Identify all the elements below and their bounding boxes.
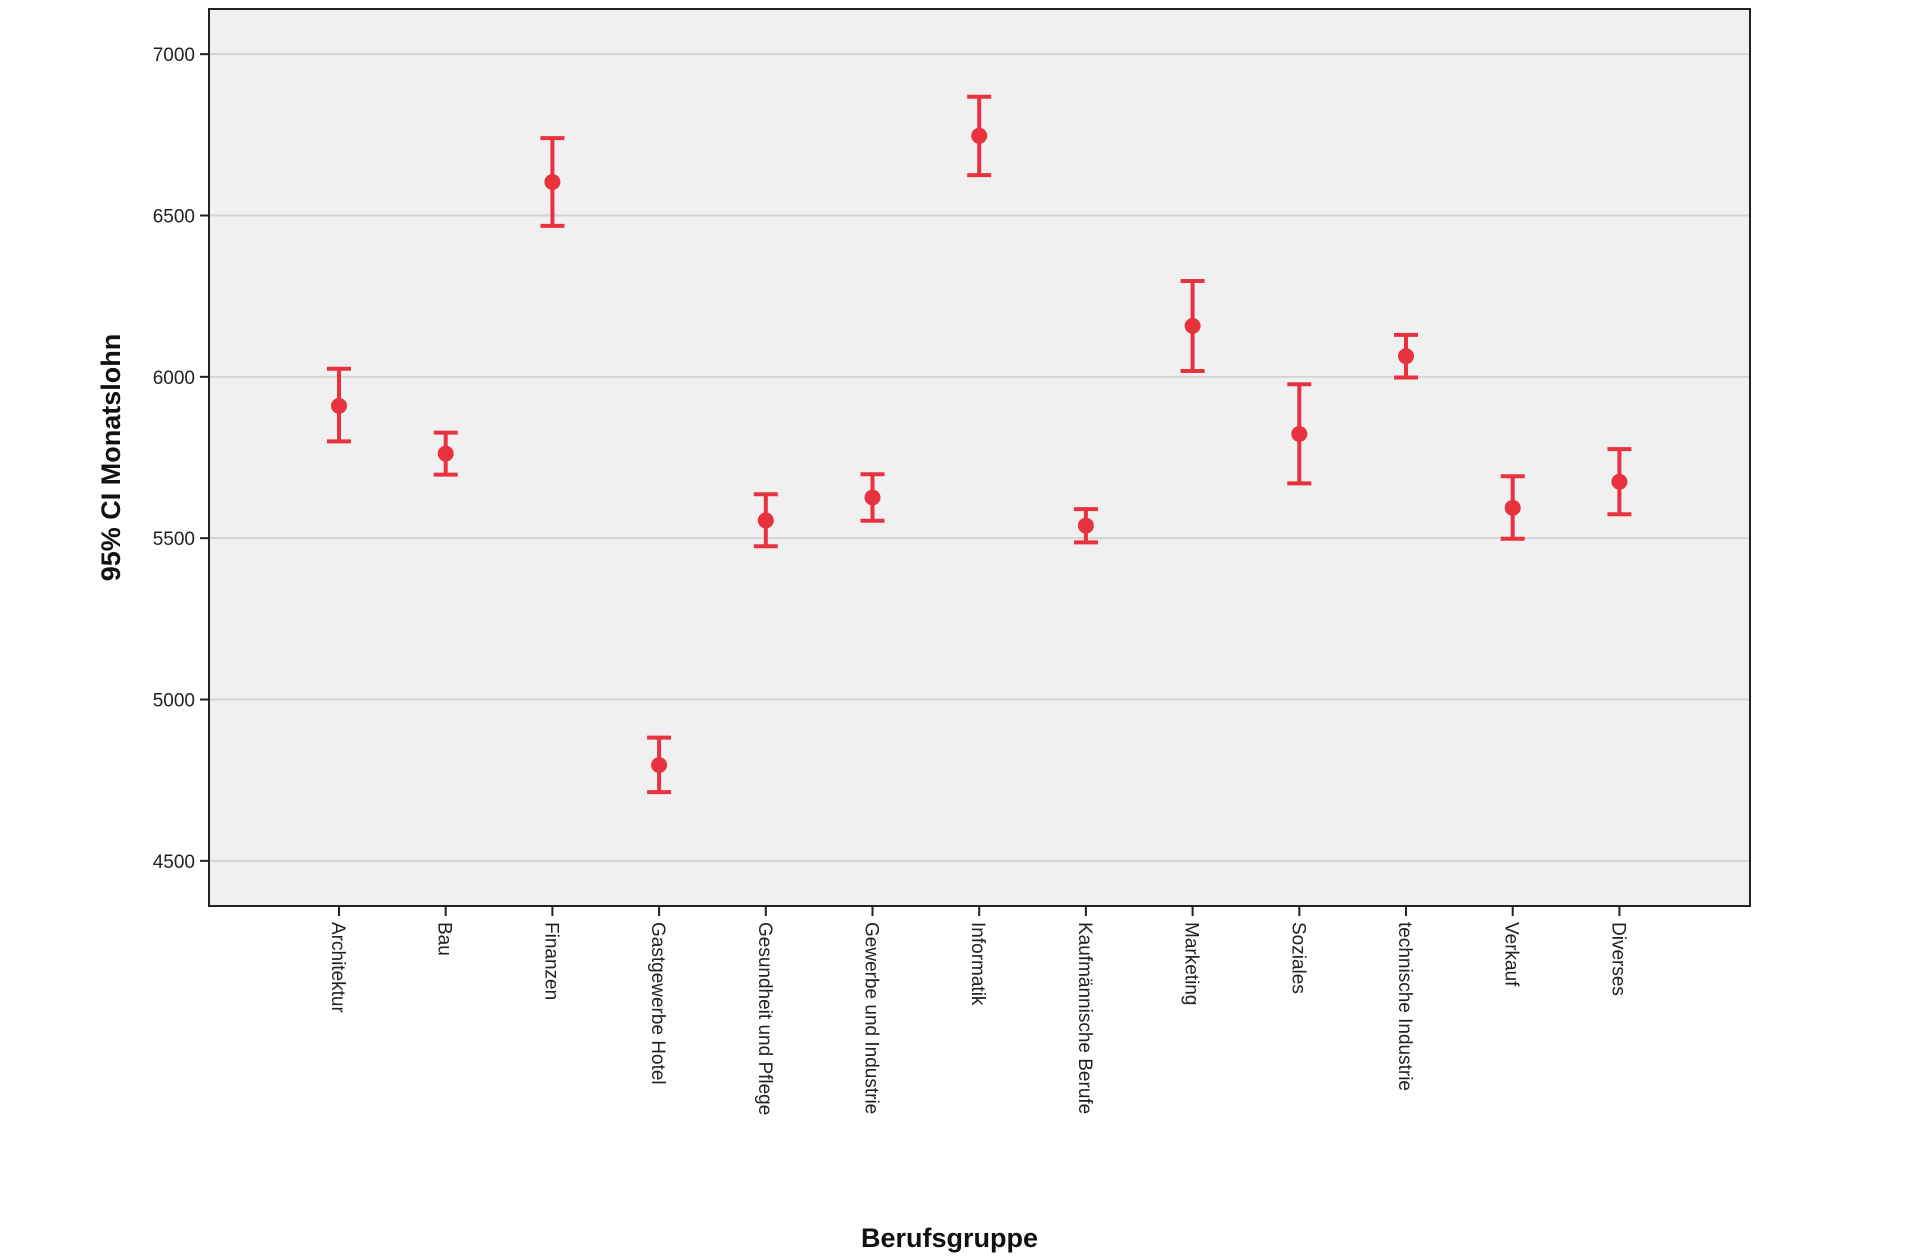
error-bar — [1180, 279, 1205, 374]
x-tick-label: Gastgewerbe Hotel — [647, 922, 668, 1085]
error-bar — [753, 492, 778, 549]
mean-point — [864, 489, 881, 506]
gridlines — [209, 53, 1750, 862]
y-axis-title: 95% CI Monatslohn — [96, 334, 126, 582]
y-tick-label: 5000 — [153, 690, 195, 711]
y-axis-ticks: 4500 5000 5500 6000 6500 7000 — [153, 45, 209, 873]
x-tick-label: Informatik — [967, 922, 988, 1006]
x-tick-label: Soziales — [1287, 922, 1308, 994]
plot-frame — [208, 8, 1751, 907]
x-tick-label: Architektur — [327, 922, 348, 1013]
error-bar — [1607, 447, 1632, 517]
x-tick-label: Verkauf — [1501, 922, 1522, 987]
x-tick-label: Diverses — [1607, 922, 1628, 996]
error-bar — [1500, 474, 1525, 541]
mean-point — [437, 445, 454, 462]
x-axis-ticks: Architektur Bau Finanzen Gastgewerbe Hotel G… — [327, 906, 1628, 1115]
error-bar — [540, 136, 565, 228]
y-tick-label: 6500 — [153, 207, 195, 228]
error-bars — [327, 94, 1632, 795]
x-tick-label: Finanzen — [540, 922, 561, 1000]
mean-point — [1398, 348, 1414, 365]
y-tick-label: 6000 — [153, 368, 195, 389]
y-tick-label: 5500 — [153, 529, 195, 550]
y-tick-label: 4500 — [153, 852, 195, 873]
error-bar — [327, 366, 351, 444]
mean-point — [1077, 517, 1094, 534]
error-bar — [860, 472, 885, 523]
mean-point — [1291, 425, 1308, 442]
error-bar — [647, 735, 672, 795]
error-bar — [433, 430, 458, 477]
x-tick-label: Kaufmännische Berufe — [1074, 922, 1095, 1114]
x-tick-label: technische Industrie — [1394, 922, 1415, 1091]
x-tick-label: Marketing — [1181, 922, 1202, 1005]
x-tick-label: Gesundheit und Pflege — [754, 922, 775, 1115]
error-bar — [1394, 332, 1418, 380]
x-tick-label: Bau — [434, 922, 455, 956]
error-bar — [967, 94, 992, 178]
mean-point — [331, 397, 347, 414]
mean-point — [651, 756, 668, 773]
mean-point — [757, 512, 774, 529]
x-tick-label: Gewerbe und Industrie — [861, 922, 882, 1114]
mean-point — [544, 173, 561, 190]
mean-point — [1611, 473, 1628, 490]
y-tick-label: 7000 — [153, 45, 195, 66]
x-axis-title: Berufsgruppe — [861, 1223, 1038, 1253]
error-bar — [1287, 382, 1312, 486]
mean-point — [971, 127, 988, 144]
mean-point — [1184, 317, 1201, 334]
mean-point — [1504, 499, 1521, 516]
error-bar — [1073, 507, 1098, 545]
